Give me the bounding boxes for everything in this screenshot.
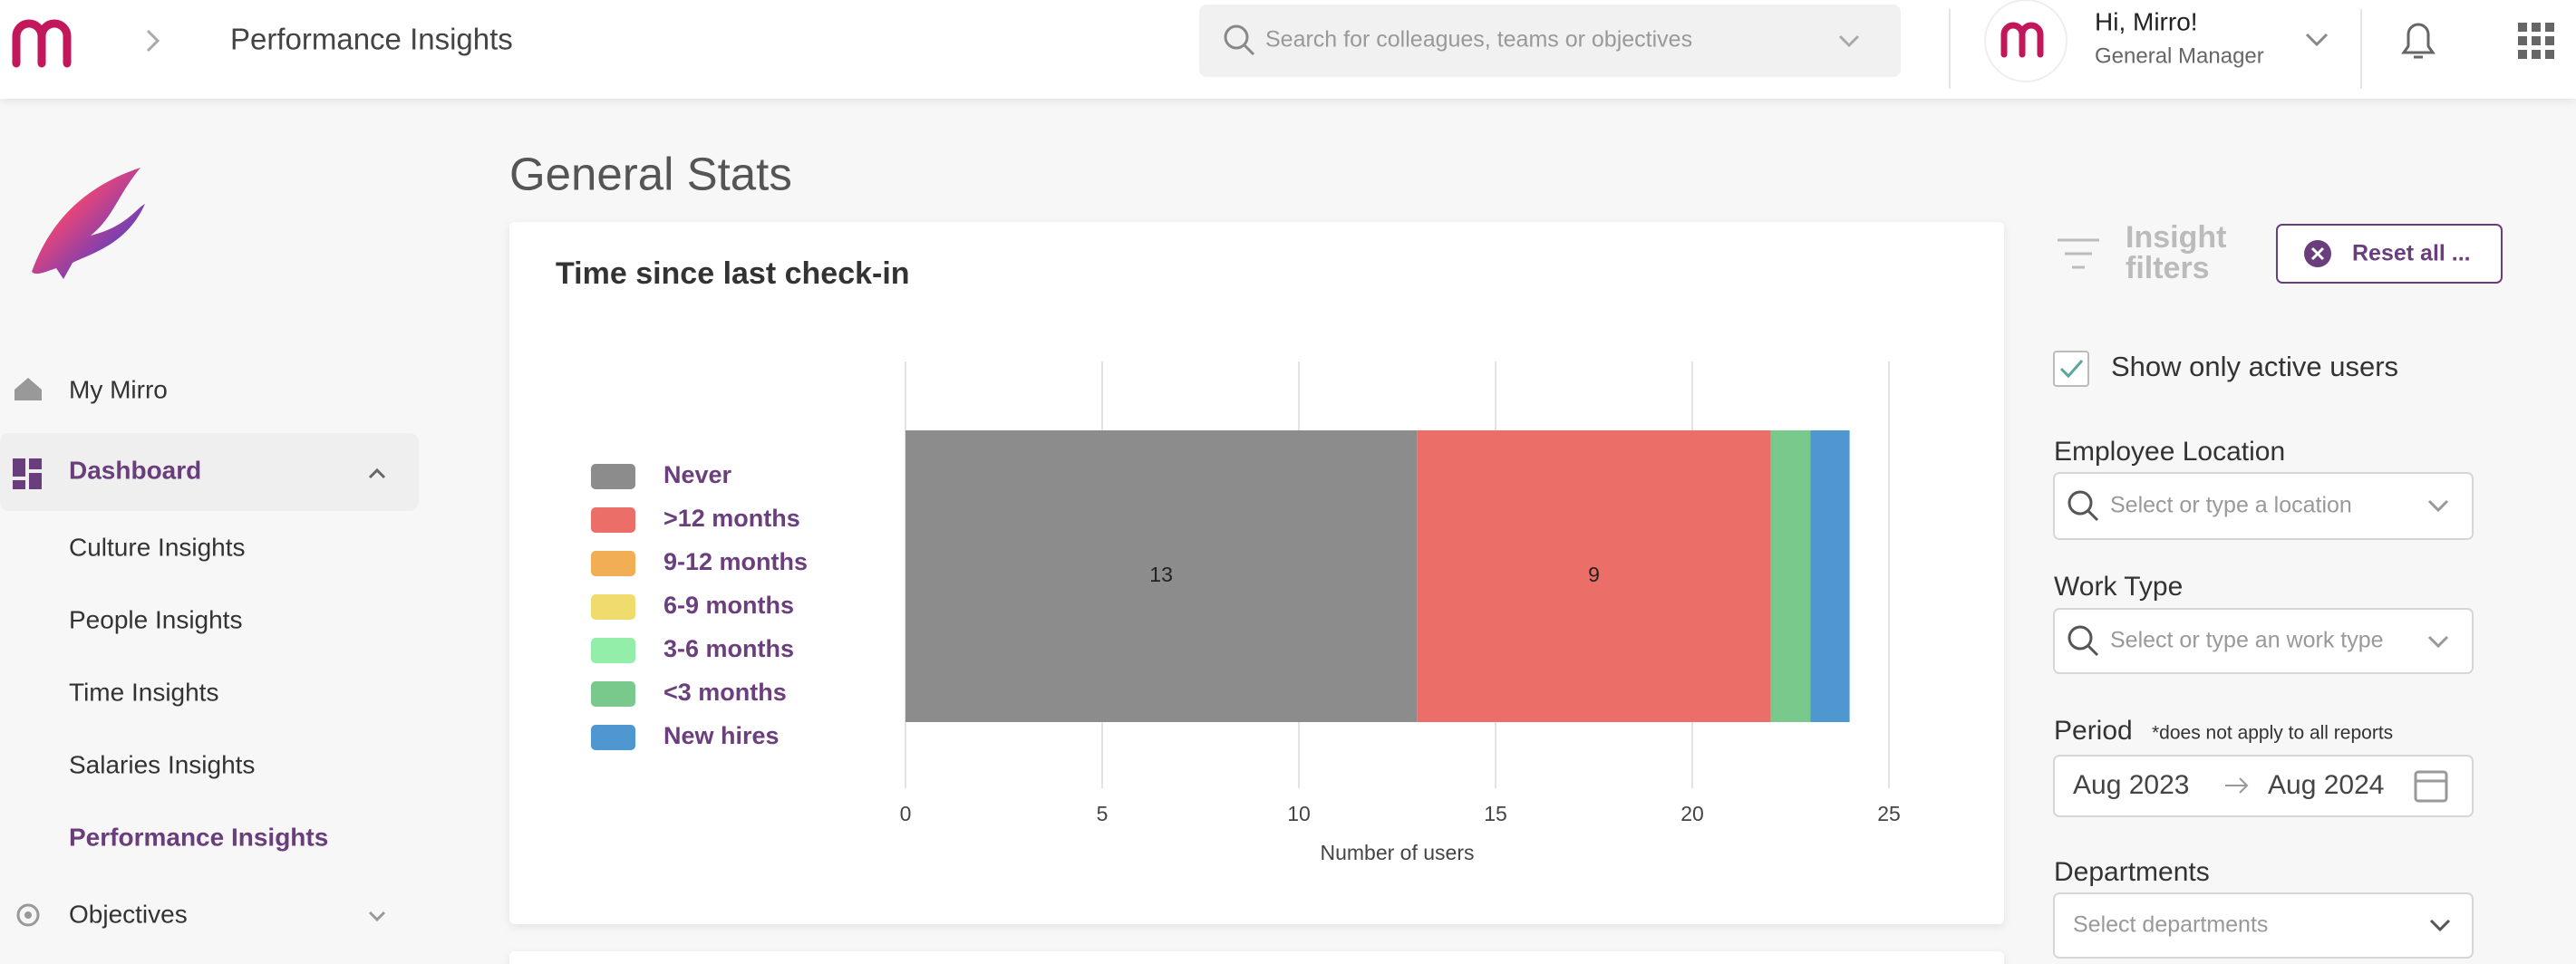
x-tick-label: 15 (1484, 802, 1507, 825)
location-select[interactable] (2053, 472, 2474, 540)
active-nav-bg (0, 433, 419, 511)
filter-icon (2058, 238, 2099, 269)
field-placeholder: Select or type an work type (2110, 628, 2384, 653)
field-label: Employee Location (2054, 437, 2285, 467)
field-label: Departments (2054, 857, 2210, 887)
greeting: Hi, Mirro! (2095, 7, 2198, 35)
notifications[interactable] (2401, 23, 2436, 59)
breadcrumb-chevron (146, 29, 160, 53)
work-type-select[interactable] (2053, 608, 2474, 674)
nav-subitem[interactable]: Performance Insights (69, 823, 328, 851)
x-tick-label: 10 (1287, 802, 1311, 825)
bar-segment (1770, 430, 1811, 722)
active-users-label: Show only active users (2111, 351, 2398, 382)
chart: 0 5 10 15 20 25 Number of users 13 9 Never >12 mon… (591, 362, 1901, 864)
x-axis-label: Number of users (1320, 841, 1474, 864)
x-tick-label: 0 (900, 802, 912, 825)
departments-select[interactable] (2053, 892, 2474, 959)
field-placeholder: Select departments (2073, 912, 2268, 938)
page-title: Performance Insights (230, 23, 513, 56)
nav-subitem[interactable]: Culture Insights (69, 533, 246, 561)
legend-swatch (591, 725, 635, 750)
calendar-icon[interactable] (2414, 770, 2448, 803)
legend-swatch (591, 551, 635, 576)
company-logo (32, 168, 145, 279)
legend-label: >12 months (663, 505, 800, 532)
legend-label: Never (663, 461, 732, 488)
legend-label: 9-12 months (663, 548, 808, 575)
field-label: Work Type (2054, 572, 2183, 602)
legend-label: 6-9 months (663, 592, 794, 619)
period-picker[interactable] (2053, 755, 2474, 817)
period-from: Aug 2023 (2073, 770, 2189, 800)
active-users-checkbox[interactable] (2053, 351, 2089, 387)
filters-title: Insight (2126, 220, 2226, 255)
nav-item[interactable]: Dashboard (69, 456, 201, 484)
legend-swatch (591, 507, 635, 533)
logo[interactable] (12, 19, 72, 68)
legend-label: 3-6 months (663, 635, 794, 662)
x-tick-label: 20 (1680, 802, 1704, 825)
chart-title: Time since last check-in (556, 256, 910, 291)
bar-segment (1810, 430, 1850, 722)
reset-button[interactable] (2276, 224, 2503, 284)
section-title: General Stats (509, 148, 792, 199)
nav-item[interactable]: Objectives (69, 900, 188, 928)
legend-swatch (591, 638, 635, 663)
legend-swatch (591, 681, 635, 707)
field-note: *does not apply to all reports (2152, 723, 2393, 744)
legend-swatch (591, 594, 635, 620)
nav-subitem[interactable]: Time Insights (69, 678, 218, 706)
nav-subitem[interactable]: Salaries Insights (69, 750, 255, 778)
objectives-icon (16, 903, 40, 927)
search-placeholder: Search for colleagues, teams or objectiv… (1265, 27, 1692, 53)
apps-grid[interactable] (2518, 23, 2554, 59)
legend-label: <3 months (663, 679, 787, 706)
dashboard-icon (13, 458, 42, 489)
filters-title: filters (2126, 251, 2210, 285)
data-label: 13 (1149, 563, 1173, 586)
nav-item[interactable]: My Mirro (69, 375, 168, 403)
nav-subitem[interactable]: People Insights (69, 605, 242, 633)
x-tick-label: 25 (1877, 802, 1901, 825)
field-label: Period (2054, 716, 2133, 746)
bar-segment (1417, 430, 1771, 722)
user-menu-chevron[interactable] (2305, 33, 2329, 47)
next-card (509, 951, 2004, 964)
period-to: Aug 2024 (2268, 770, 2384, 800)
x-tick-label: 5 (1097, 802, 1109, 825)
legend-swatch (591, 464, 635, 489)
avatar[interactable] (1984, 0, 2068, 82)
search-box[interactable] (1199, 5, 1901, 77)
bar-segment (905, 430, 1418, 722)
field-placeholder: Select or type a location (2110, 493, 2352, 518)
home-icon (15, 378, 42, 400)
data-label: 9 (1588, 563, 1600, 586)
legend-label: New hires (663, 722, 780, 749)
user-role: General Manager (2095, 43, 2264, 68)
reset-label: Reset all ... (2352, 241, 2471, 266)
search-chevron (1838, 34, 1860, 48)
search-icon (1224, 24, 1249, 50)
